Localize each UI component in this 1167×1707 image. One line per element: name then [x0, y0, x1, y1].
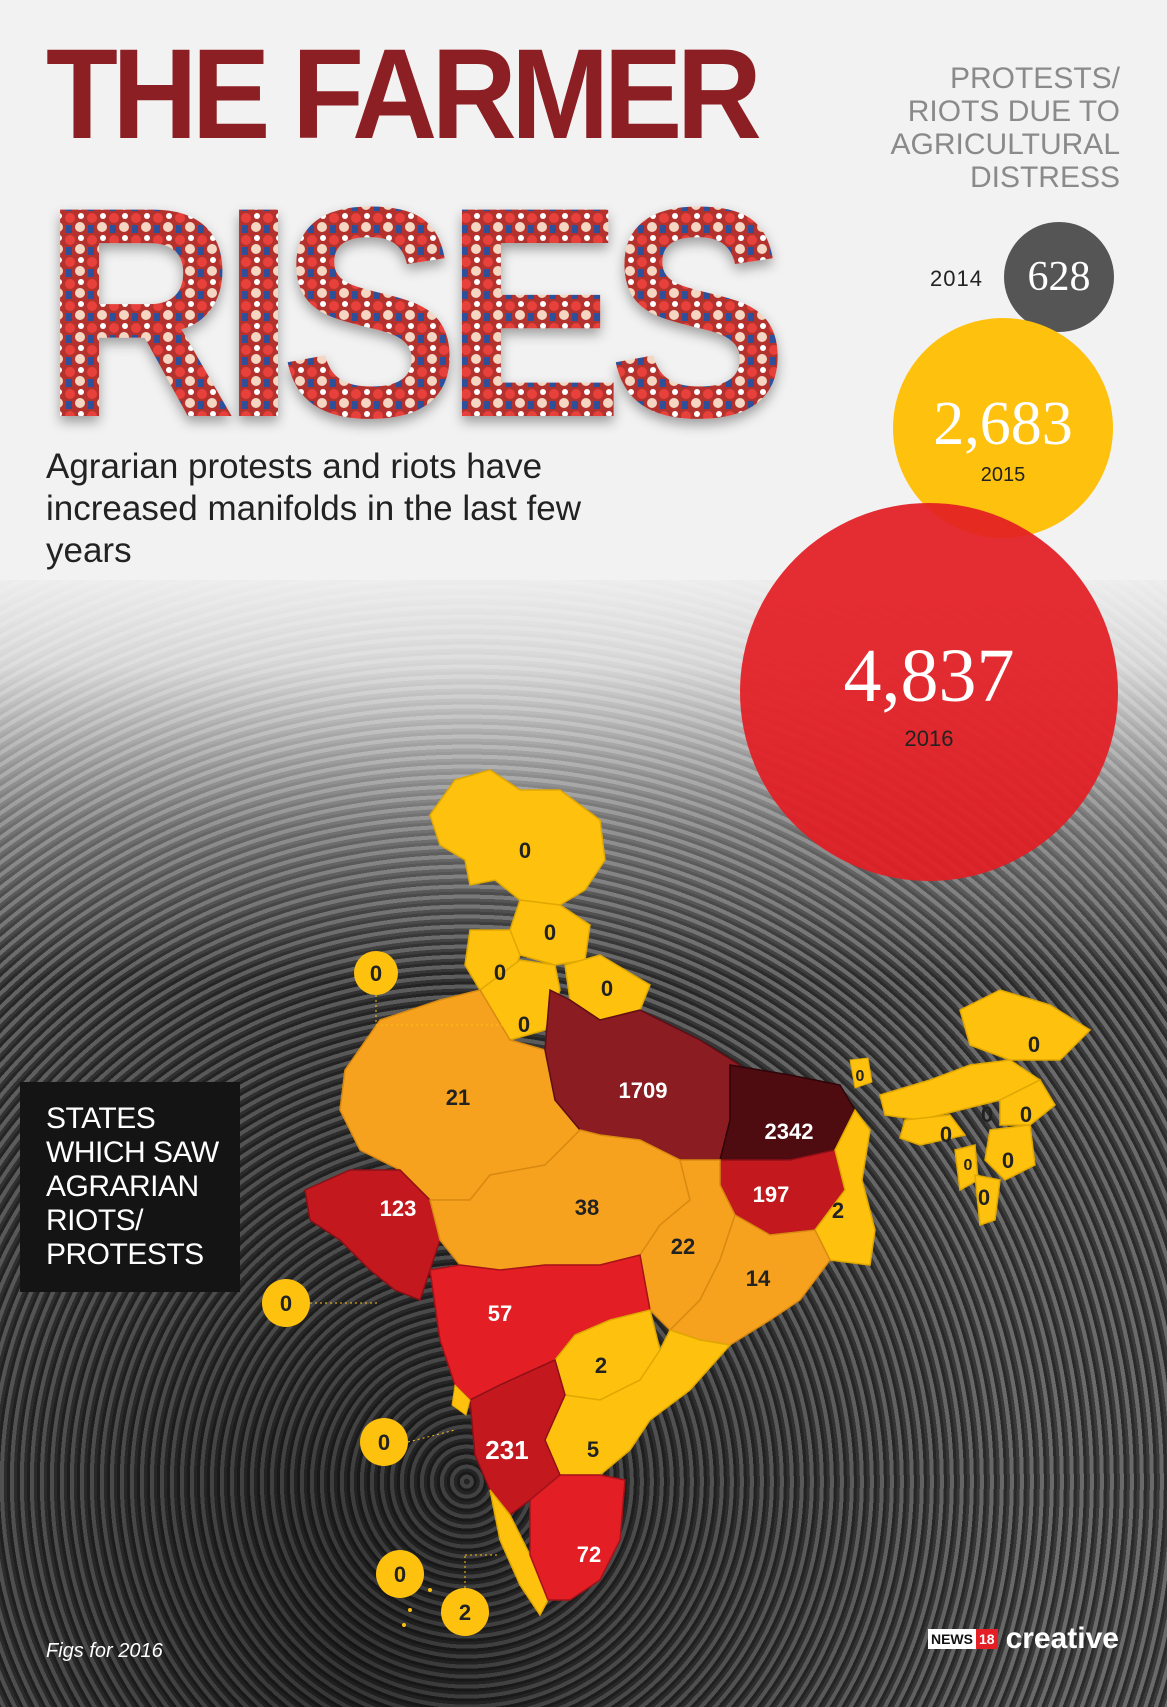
label-karnataka: 231 — [485, 1435, 528, 1465]
rises-text: RISES — [42, 168, 781, 458]
label-assam: 0 — [981, 1102, 993, 1127]
state-bihar — [719, 1064, 856, 1161]
label-punjab: 0 — [494, 960, 506, 985]
brand-logo: NEWS 18 creative — [927, 1622, 1119, 1656]
label-rajasthan: 21 — [446, 1085, 470, 1110]
state-odisha — [668, 1213, 831, 1346]
state-sikkim — [849, 1057, 873, 1089]
bubble-2015-year: 2015 — [980, 464, 1026, 486]
label-delhi: 0 — [370, 961, 382, 986]
state-mizoram — [974, 1174, 1001, 1227]
brand-number: 18 — [975, 1629, 998, 1649]
label-chhattisgarh: 22 — [671, 1234, 695, 1259]
states-legend-label: STATES WHICH SAW AGRARIAN RIOTS/ PROTEST… — [46, 1102, 219, 1271]
state-nagaland — [999, 1079, 1056, 1126]
bubble-2014: 628 — [1004, 222, 1114, 332]
bubble-2016-value: 4,837 — [843, 633, 1015, 718]
label-goa: 0 — [378, 1430, 390, 1455]
headline-title: THE FARMER — [46, 23, 762, 166]
brand-name: creative — [1005, 1622, 1119, 1655]
label-jharkhand: 197 — [753, 1182, 790, 1207]
bubble-2015: 2,683 2015 — [893, 318, 1113, 538]
state-kerala — [489, 1489, 549, 1617]
label-tamil-nadu: 72 — [577, 1542, 601, 1567]
bubble-2014-value: 628 — [1027, 254, 1091, 300]
label-odisha: 14 — [746, 1266, 771, 1291]
label-andhra-pradesh: 5 — [587, 1437, 599, 1462]
rises-photo-text: RISES — [42, 168, 799, 458]
label-tripura: 0 — [964, 1157, 973, 1174]
label-gujarat: 123 — [380, 1196, 417, 1221]
label-uttarakhand: 0 — [601, 976, 613, 1001]
label-kerala: 2 — [459, 1600, 471, 1625]
bubble-2016-year: 2016 — [904, 725, 954, 751]
label-lakshadweep: 0 — [394, 1562, 406, 1587]
callout-goa — [360, 1418, 456, 1466]
state-west-bengal — [814, 1108, 876, 1266]
state-arunachal — [959, 989, 1092, 1061]
label-mizoram: 0 — [978, 1185, 990, 1210]
label-himachal: 0 — [544, 920, 556, 945]
label-maharashtra: 57 — [488, 1301, 512, 1326]
island-dot — [408, 1608, 412, 1612]
state-goa — [451, 1383, 471, 1416]
state-tamil-nadu — [529, 1474, 626, 1601]
legend-title: PROTESTS/ RIOTS DUE TO AGRICULTURAL DIST… — [890, 62, 1120, 194]
label-jammu-kashmir: 0 — [519, 838, 531, 863]
state-meghalaya — [899, 1114, 967, 1146]
label-daman-diu: 0 — [280, 1291, 292, 1316]
island-dot — [402, 1623, 406, 1627]
label-west-bengal: 2 — [832, 1198, 844, 1223]
label-sikkim: 0 — [856, 1068, 865, 1085]
state-jammu-kashmir — [429, 769, 606, 906]
label-bihar: 2342 — [765, 1119, 814, 1144]
label-manipur: 0 — [1002, 1148, 1014, 1173]
year-2014-label: 2014 — [930, 266, 983, 291]
bubble-2016: 4,837 2016 — [740, 503, 1118, 881]
figs-note: Figs for 2016 — [46, 1640, 163, 1662]
label-nagaland: 0 — [1020, 1102, 1032, 1127]
label-meghalaya: 0 — [940, 1122, 952, 1147]
label-telangana: 2 — [595, 1353, 607, 1378]
state-gujarat — [304, 1169, 441, 1301]
callout-delhi — [354, 951, 510, 1026]
callout-daman-diu — [262, 1279, 380, 1327]
callout-lakshadweep — [376, 1550, 424, 1598]
states-legend-box: STATES WHICH SAW AGRARIAN RIOTS/ PROTEST… — [20, 1082, 240, 1292]
callout-kerala — [441, 1554, 500, 1636]
state-manipur — [984, 1124, 1036, 1181]
island-dot — [428, 1588, 432, 1592]
bubble-2015-value: 2,683 — [933, 390, 1073, 458]
brand-prefix: NEWS — [927, 1629, 976, 1649]
subtitle: Agrarian protests and riots have increas… — [46, 447, 581, 570]
label-madhya-pradesh: 38 — [575, 1195, 599, 1220]
label-haryana: 0 — [518, 1012, 530, 1037]
label-uttar-pradesh: 1709 — [619, 1078, 668, 1103]
label-arunachal: 0 — [1028, 1032, 1040, 1057]
